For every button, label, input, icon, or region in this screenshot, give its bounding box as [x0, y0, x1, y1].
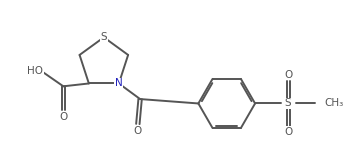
Text: S: S: [101, 32, 107, 42]
Text: O: O: [284, 127, 292, 137]
Text: HO: HO: [27, 66, 43, 76]
Text: O: O: [134, 126, 142, 136]
Text: O: O: [284, 70, 292, 80]
Text: S: S: [285, 98, 291, 108]
Text: N: N: [115, 79, 123, 88]
Text: O: O: [59, 112, 67, 122]
Text: CH₃: CH₃: [324, 98, 343, 108]
